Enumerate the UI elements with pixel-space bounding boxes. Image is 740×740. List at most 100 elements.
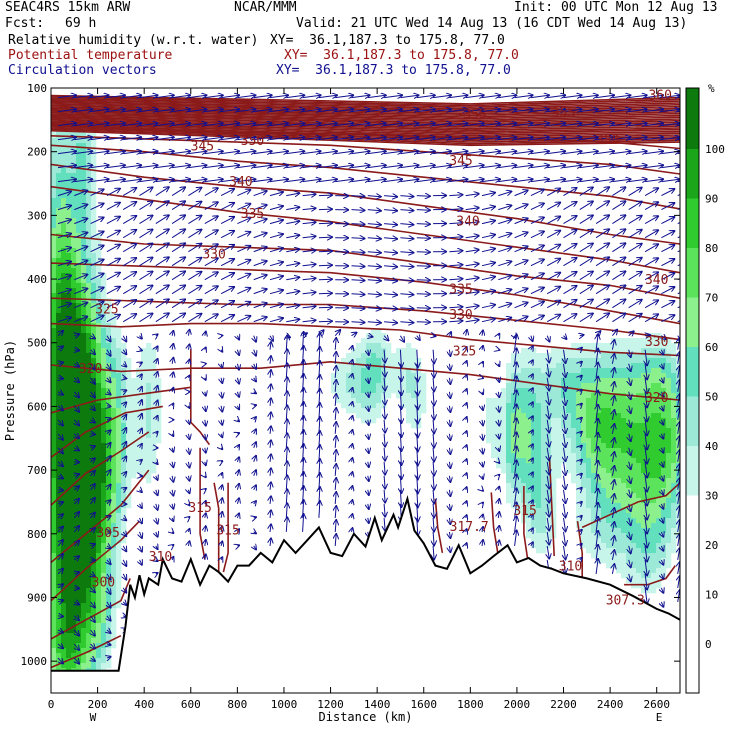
circulation-vector: [74, 261, 87, 267]
rh-cell: [86, 273, 92, 279]
circulation-vector: [286, 207, 299, 210]
circulation-vector: [417, 475, 418, 494]
rh-cell: [101, 603, 107, 609]
rh-cell: [66, 503, 72, 509]
rh-cell: [511, 383, 517, 389]
rh-cell: [101, 368, 107, 374]
circulation-vector: [352, 360, 353, 364]
rh-cell: [96, 583, 102, 589]
rh-cell: [526, 458, 532, 464]
rh-cell: [646, 343, 652, 349]
rh-cell: [86, 248, 92, 254]
rh-cell: [91, 298, 97, 304]
rh-cell: [131, 473, 137, 479]
rh-cell: [586, 413, 592, 419]
rh-cell: [556, 378, 562, 384]
circulation-vector: [563, 95, 582, 97]
rh-cell: [61, 508, 67, 514]
rh-cell: [141, 388, 147, 394]
circulation-vector: [417, 405, 418, 424]
circulation-vector: [156, 573, 158, 574]
rh-cell: [51, 318, 57, 324]
circulation-vector: [417, 489, 418, 508]
circulation-vector: [564, 461, 566, 475]
rh-cell: [81, 403, 87, 409]
circulation-vector: [107, 516, 111, 518]
rh-cell: [51, 643, 57, 649]
rh-cell: [411, 368, 417, 374]
circulation-vector: [514, 317, 528, 323]
rh-cell: [61, 648, 67, 654]
rh-cell: [66, 628, 72, 634]
rh-cell: [61, 208, 67, 214]
rh-cell: [116, 538, 122, 544]
theta-contour: [51, 262, 680, 325]
rh-cell: [116, 548, 122, 554]
rh-cell: [666, 498, 672, 504]
circulation-vector: [58, 657, 63, 664]
rh-cell: [501, 423, 507, 429]
rh-cell: [81, 348, 87, 354]
rh-cell: [631, 583, 637, 589]
circulation-vector: [661, 350, 663, 355]
rh-cell: [586, 538, 592, 544]
rh-cell: [121, 513, 127, 519]
rh-cell: [111, 428, 117, 434]
rh-cell: [66, 283, 72, 289]
circulation-vector: [579, 201, 593, 211]
rh-cell: [531, 408, 537, 414]
circulation-vector: [531, 528, 533, 532]
rh-cell: [146, 403, 152, 409]
circulation-vector: [74, 179, 92, 181]
rh-cell: [66, 358, 72, 364]
circulation-vector: [384, 349, 385, 363]
rh-cell: [666, 488, 672, 494]
rh-cell: [621, 568, 627, 574]
rh-cell: [641, 353, 647, 359]
rh-cell: [116, 488, 122, 494]
circulation-vector: [433, 503, 434, 518]
rh-cell: [386, 363, 392, 369]
circulation-vector: [678, 450, 680, 462]
rh-cell: [116, 418, 122, 424]
rh-cell: [71, 278, 77, 284]
rh-cell: [56, 253, 62, 259]
circulation-vector: [384, 433, 385, 447]
rh-cell: [56, 423, 62, 429]
rh-cell: [661, 338, 667, 344]
circulation-vector: [416, 280, 430, 281]
rh-cell: [666, 558, 672, 564]
circulation-vector: [580, 530, 582, 532]
circulation-vector: [514, 137, 533, 139]
rh-cell: [671, 348, 677, 354]
rh-cell: [616, 558, 622, 564]
circulation-vector: [482, 447, 483, 454]
circulation-vector: [122, 300, 136, 309]
rh-cell: [541, 438, 547, 444]
circulation-vector: [465, 194, 479, 196]
circulation-vector: [74, 572, 79, 574]
rh-cell: [601, 383, 607, 389]
circulation-vector: [678, 492, 680, 504]
rh-cell: [421, 383, 427, 389]
rh-cell: [636, 448, 642, 454]
rh-cell: [141, 453, 147, 459]
rh-cell: [66, 343, 72, 349]
rh-cell: [541, 478, 547, 484]
rh-cell: [556, 463, 562, 469]
rh-cell: [601, 488, 607, 494]
rh-cell: [581, 403, 587, 409]
circulation-vector: [629, 391, 631, 399]
rh-cell: [511, 478, 517, 484]
circulation-vector: [351, 238, 365, 239]
rh-cell: [511, 473, 517, 479]
rh-cell: [121, 408, 127, 414]
rh-cell: [511, 388, 517, 394]
rh-cell: [91, 568, 97, 574]
rh-cell: [381, 383, 387, 389]
circulation-vector: [155, 187, 169, 197]
rh-cell: [66, 603, 72, 609]
rh-cell: [581, 443, 587, 449]
circulation-vector: [580, 404, 582, 406]
rh-cell: [591, 418, 597, 424]
